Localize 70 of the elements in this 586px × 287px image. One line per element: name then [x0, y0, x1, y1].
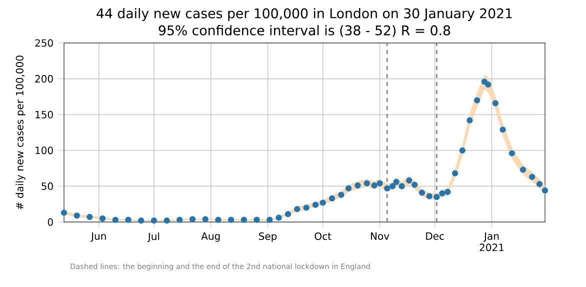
point [266, 216, 273, 223]
x-tick-label: Oct [314, 232, 332, 240]
point [434, 194, 440, 200]
y-tick-label: 200 [35, 75, 53, 83]
point [398, 183, 405, 190]
y-tick-label: 50 [42, 182, 53, 190]
x-tick-label: Jul [147, 232, 160, 242]
point [529, 174, 536, 180]
point [74, 212, 80, 219]
y-tick-label: 100 [36, 146, 53, 154]
point [390, 183, 396, 190]
x-tick-label: Jun [90, 232, 106, 242]
point [276, 214, 282, 221]
point [176, 216, 183, 223]
point [418, 190, 426, 196]
point [364, 180, 370, 186]
point [60, 210, 68, 216]
point [474, 97, 480, 104]
x-tick-label: Nov [370, 232, 390, 240]
point [228, 216, 234, 223]
point [406, 177, 412, 184]
point [328, 195, 336, 202]
point [492, 100, 498, 106]
point [240, 216, 247, 223]
point [112, 216, 118, 223]
x-tick-label: Aug [201, 232, 220, 242]
point [384, 185, 390, 192]
x-tick-label: Dec [426, 232, 444, 240]
point [371, 182, 378, 189]
chart-title: 44 daily new cases per 100,000 in London on 30 January 2021 [96, 8, 512, 21]
y-tick-label: 150 [36, 110, 53, 118]
point [485, 81, 492, 88]
point [345, 185, 352, 192]
point [312, 202, 319, 208]
point [303, 204, 310, 211]
point [99, 215, 106, 222]
point [459, 147, 466, 154]
point [412, 182, 418, 188]
point [520, 166, 526, 173]
y-axis-title: # daily new cases per 100,000 [16, 56, 26, 210]
point [536, 180, 543, 188]
point [376, 180, 383, 186]
point [294, 206, 300, 212]
point [508, 150, 516, 156]
point [320, 200, 326, 206]
point [354, 182, 361, 189]
y-tick-label: 250 [35, 39, 53, 47]
point [444, 188, 451, 195]
point [189, 216, 196, 222]
point [338, 192, 344, 198]
point [393, 178, 400, 185]
point [202, 216, 208, 222]
point [452, 170, 458, 176]
point [164, 218, 170, 224]
point [150, 218, 158, 224]
point [138, 218, 144, 224]
y-tick-label: 0 [48, 218, 53, 226]
point [86, 214, 93, 220]
point [125, 216, 132, 223]
point [466, 117, 473, 124]
point [500, 126, 506, 133]
point [426, 193, 432, 200]
point [215, 216, 222, 223]
point [284, 211, 292, 218]
point [439, 190, 446, 196]
x-tick-label: Jan 2021 [480, 232, 504, 252]
chart-subtitle: 95% confidence interval is (38 - 52) R = 0.8 [158, 25, 450, 37]
point [254, 216, 260, 223]
x-tick-label: Sep [259, 232, 277, 242]
point [542, 187, 548, 194]
